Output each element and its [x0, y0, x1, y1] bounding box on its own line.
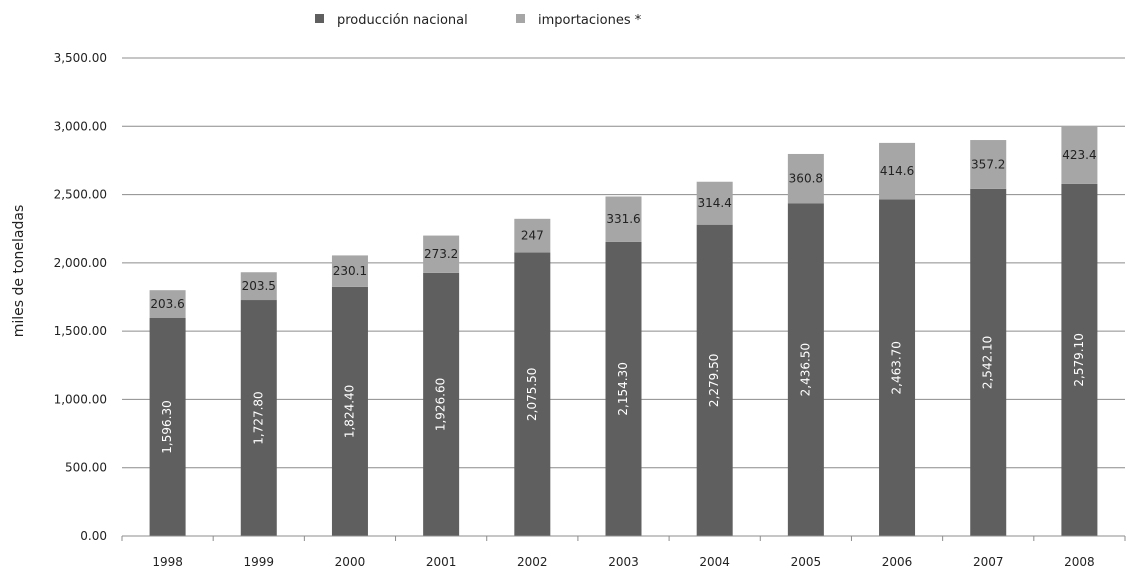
- bar-produccion: [514, 252, 551, 536]
- data-label-importaciones: 203.5: [242, 279, 276, 293]
- bars: 1,596.30 203.6 1,727.80 203.5 1,824.40 230.1 1…: [149, 125, 1098, 537]
- data-label-importaciones: 273.2: [424, 247, 458, 261]
- bar-importaciones: [605, 196, 642, 242]
- y-tick-label: 1,500.00: [54, 324, 107, 338]
- data-label-produccion: 2,436.50: [798, 343, 812, 396]
- legend-label-produccion: producción nacional: [337, 13, 468, 28]
- y-tick-label: 1,000.00: [54, 392, 107, 406]
- bar-importaciones: [514, 218, 551, 253]
- data-label-produccion: 2,279.50: [707, 354, 721, 407]
- y-tick-label: 0.00: [80, 529, 107, 543]
- y-axis-ticks: 0.00 500.00 1,000.00 1,500.00 2,000.00 2,500.…: [54, 51, 107, 543]
- x-axis-ticks: 1998 1999 2000 2001 2002 2003 2004 2005 2006 2007…: [121, 536, 1126, 569]
- data-label-produccion: 1,926.60: [434, 378, 448, 431]
- y-axis-label: miles de toneladas: [11, 205, 27, 338]
- bar-importaciones: [149, 290, 186, 318]
- data-label-produccion: 2,542.10: [981, 336, 995, 389]
- data-label-produccion: 1,596.30: [160, 400, 174, 453]
- data-label-importaciones: 331.6: [606, 212, 640, 226]
- bar-importaciones: [787, 153, 824, 204]
- bar-produccion: [423, 272, 460, 536]
- bar-produccion: [787, 203, 824, 536]
- bar-produccion: [1061, 183, 1098, 537]
- data-label-produccion: 1,727.80: [251, 391, 265, 444]
- x-tick-label: 2004: [699, 555, 730, 569]
- x-tick-label: 2003: [608, 555, 639, 569]
- bar-importaciones: [879, 142, 916, 200]
- bar-importaciones: [240, 272, 277, 301]
- x-tick-label: 2001: [426, 555, 457, 569]
- bar-importaciones: [331, 255, 368, 287]
- x-tick-label: 1998: [152, 555, 183, 569]
- data-label-importaciones: 357.2: [971, 157, 1005, 171]
- bar-produccion: [240, 300, 277, 536]
- data-label-produccion: 2,154.30: [616, 362, 630, 415]
- data-label-produccion: 2,463.70: [890, 341, 904, 394]
- y-tick-label: 2,000.00: [54, 256, 107, 270]
- data-label-importaciones: 247: [521, 229, 544, 243]
- data-label-importaciones: 414.6: [880, 164, 914, 178]
- y-tick-label: 500.00: [65, 461, 107, 475]
- legend-swatch-importaciones: [516, 14, 525, 23]
- bar-importaciones: [423, 235, 460, 273]
- x-tick-label: 2002: [517, 555, 548, 569]
- y-tick-label: 3,500.00: [54, 51, 107, 65]
- legend-swatch-produccion: [315, 14, 324, 23]
- x-tick-label: 2007: [973, 555, 1004, 569]
- x-tick-label: 1999: [243, 555, 274, 569]
- bar-produccion: [605, 241, 642, 536]
- legend: producción nacional importaciones *: [315, 13, 642, 28]
- bar-importaciones: [970, 140, 1007, 189]
- x-tick-label: 2005: [791, 555, 822, 569]
- bar-importaciones: [696, 181, 733, 225]
- data-label-importaciones: 423.4: [1062, 148, 1096, 162]
- data-label-produccion: 1,824.40: [342, 385, 356, 438]
- data-label-importaciones: 314.4: [698, 196, 732, 210]
- data-label-produccion: 2,075.50: [525, 368, 539, 421]
- data-label-importaciones: 360.8: [789, 172, 823, 186]
- data-label-importaciones: 230.1: [333, 264, 367, 278]
- legend-label-importaciones: importaciones *: [538, 13, 642, 28]
- bar-produccion: [331, 286, 368, 536]
- x-tick-label: 2008: [1064, 555, 1095, 569]
- bar-importaciones: [1061, 125, 1098, 184]
- bar-produccion: [879, 199, 916, 536]
- bar-produccion: [696, 224, 733, 536]
- x-tick-label: 2000: [335, 555, 366, 569]
- data-label-produccion: 2,579.10: [1072, 333, 1086, 386]
- bar-produccion: [970, 188, 1007, 536]
- x-tick-label: 2006: [882, 555, 913, 569]
- bar-produccion: [149, 317, 186, 536]
- data-label-importaciones: 203.6: [150, 297, 184, 311]
- y-tick-label: 2,500.00: [54, 188, 107, 202]
- y-tick-label: 3,000.00: [54, 119, 107, 133]
